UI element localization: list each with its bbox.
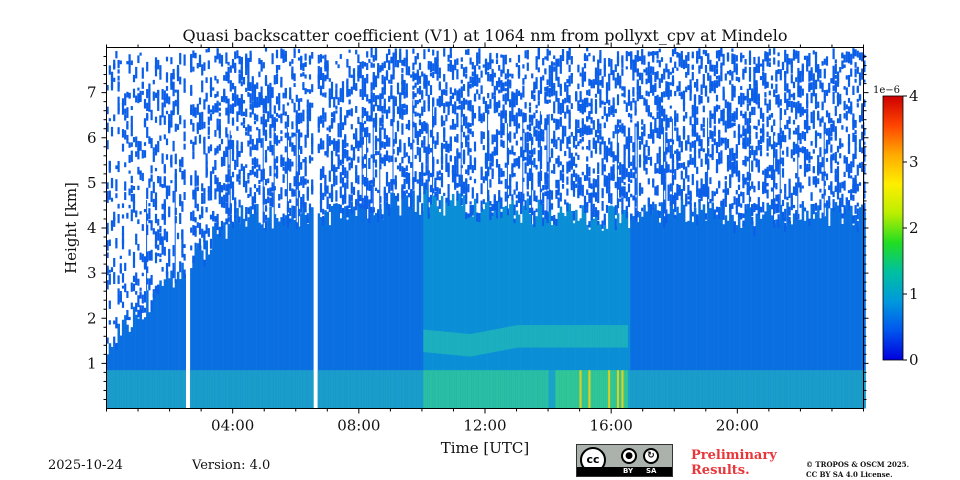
x-tick-label: 04:00 (211, 417, 254, 435)
footer-version: Version: 4.0 (192, 458, 271, 473)
colorbar-tick-label: 1 (909, 285, 919, 303)
y-axis: 1 2 3 4 5 6 7 (87, 56, 869, 400)
y-tick-label: 7 (87, 84, 97, 102)
preliminary-note: Preliminary Results. (691, 448, 777, 478)
preliminary-line-1: Preliminary (691, 448, 777, 463)
y-axis-label: Height [km] (62, 182, 80, 274)
y-tick-label: 3 (87, 264, 97, 282)
colorbar (882, 95, 904, 361)
x-tick-label: 16:00 (590, 417, 633, 435)
chart-title: Quasi backscatter coefficient (V1) at 10… (183, 26, 788, 45)
colorbar-tick-label: 4 (909, 87, 919, 105)
y-tick-label: 4 (87, 219, 97, 237)
footer-date: 2025-10-24 (48, 458, 123, 473)
heatmap (106, 47, 866, 409)
colorbar-tick-label: 2 (909, 219, 919, 237)
copyright-note: © TROPOS & OSCM 2025. CC BY SA 4.0 Licen… (806, 460, 909, 480)
by-icon: ● (621, 448, 637, 464)
colorbar-tick-label: 3 (909, 153, 919, 171)
copyright-line-1: © TROPOS & OSCM 2025. (806, 460, 910, 469)
y-tick-label: 1 (87, 354, 97, 372)
colorbar-scale-label: 1e−6 (873, 85, 900, 96)
x-axis-label: Time [UTC] (441, 439, 530, 457)
preliminary-line-2: Results. (691, 463, 750, 478)
y-tick-label: 6 (87, 129, 97, 147)
y-tick-label: 5 (87, 174, 97, 192)
by-label: BY (623, 467, 634, 475)
colorbar-ticks: 0 1 2 3 4 (903, 87, 919, 369)
license-strip (577, 467, 672, 476)
y-tick-label: 2 (87, 309, 97, 327)
x-tick-label: 08:00 (337, 417, 380, 435)
copyright-line-2: CC BY SA 4.0 License. (806, 470, 893, 479)
sa-label: SA (646, 467, 657, 475)
sa-icon: ↻ (643, 448, 659, 464)
colorbar-tick-label: 0 (909, 351, 919, 369)
x-axis: 04:00 08:00 12:00 16:00 20:00 (106, 42, 864, 435)
license-badge: cc ● ↻ BY SA (576, 444, 673, 477)
x-tick-label: 20:00 (716, 417, 759, 435)
x-tick-label: 12:00 (463, 417, 506, 435)
